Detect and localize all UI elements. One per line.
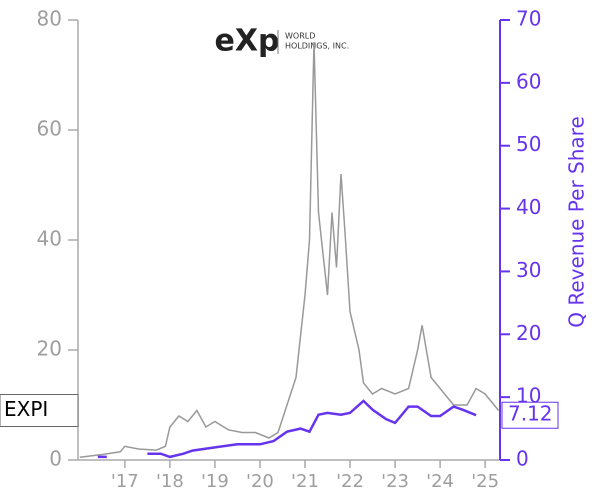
y-tick-label: 80 [37,7,62,31]
ticker-label: EXPI [4,397,48,421]
x-tick-label: '23 [381,471,409,492]
y-tick-label: 40 [37,227,62,251]
x-tick-label: '18 [156,471,184,492]
x-tick-label: '20 [246,471,274,492]
y2-tick-label: 50 [516,132,541,156]
x-tick-label: '21 [291,471,319,492]
y-tick-label: 0 [49,447,62,471]
y-tick-label: 20 [37,337,62,361]
y2-tick-label: 0 [516,447,529,471]
logo-mark: eXp [215,24,280,59]
last-value-label: 7.12 [508,402,553,426]
last-value-box [501,401,559,429]
y2-tick-label: 30 [516,258,541,282]
x-tick-label: '25 [471,471,499,492]
x-tick-label: '22 [336,471,364,492]
x-tick-label: '19 [201,471,229,492]
logo-line1: WORLD [285,32,315,41]
x-tick-label: '24 [426,471,454,492]
y-tick-label: 60 [37,117,62,141]
series-line [97,399,477,459]
y2-tick-label: 60 [516,69,541,93]
y2-tick-label: 70 [516,7,541,31]
y2-axis-title: Q Revenue Per Share [565,116,589,328]
y2-tick-label: 20 [516,321,541,345]
y2-tick-label: 40 [516,195,541,219]
ticker-box [0,394,79,427]
series-line [79,41,500,459]
x-tick-label: '17 [111,471,139,492]
logo-line2: HOLDINGS, INC. [285,42,349,51]
